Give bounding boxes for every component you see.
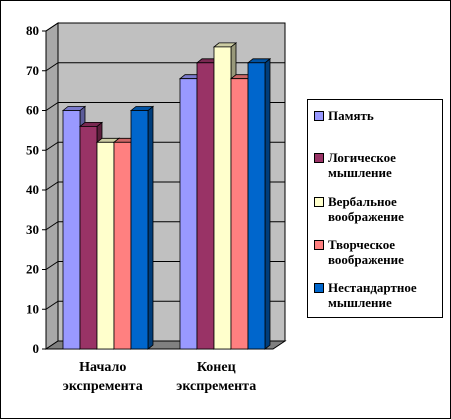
bar [179, 78, 198, 350]
legend-label: Нестандартное мышление [328, 280, 417, 310]
y-tick-label: 40 [26, 182, 39, 197]
legend-label: Творческое воображение [328, 237, 404, 267]
gridline-side [45, 102, 59, 111]
y-tick-label: 20 [26, 262, 39, 277]
bar-side [264, 57, 271, 350]
bar-side [147, 105, 154, 350]
bar [96, 141, 115, 350]
y-tick-label: 50 [26, 142, 39, 157]
legend-swatch [314, 283, 324, 293]
legend-swatch [314, 153, 324, 163]
bar [113, 141, 132, 350]
bar [230, 78, 249, 350]
y-tick-label: 80 [26, 23, 39, 38]
y-tick-label: 30 [26, 222, 39, 237]
bar [130, 110, 149, 350]
legend: Память Логическое мышление Вербальное вообра… [307, 99, 443, 318]
x-category-label: экспремента [63, 379, 143, 394]
gridline-side [45, 300, 59, 310]
bar [247, 62, 266, 350]
gridline-side [45, 22, 59, 32]
gridline-side [45, 221, 59, 231]
y-tick-label: 0 [33, 341, 40, 356]
legend-label: Память [328, 108, 374, 123]
gridline-side [45, 261, 59, 270]
bar [79, 126, 98, 350]
y-tick-label: 70 [26, 63, 39, 78]
x-category-label: Конец [197, 360, 236, 375]
x-category-label: экспремента [176, 379, 256, 394]
legend-swatch [314, 197, 324, 207]
legend-label: Логическое мышление [328, 150, 396, 180]
y-tick-label: 10 [26, 301, 39, 316]
bar [62, 110, 81, 350]
gridline-side [45, 141, 59, 151]
gridline-side [45, 62, 59, 72]
gridline-side [45, 181, 59, 191]
legend-label: Вербальное воображение [328, 194, 404, 224]
bar [213, 46, 232, 350]
legend-swatch [314, 240, 324, 250]
x-category-label: Начало [79, 360, 126, 375]
legend-swatch [314, 111, 324, 121]
y-tick-label: 60 [26, 103, 39, 118]
bar [196, 62, 215, 350]
